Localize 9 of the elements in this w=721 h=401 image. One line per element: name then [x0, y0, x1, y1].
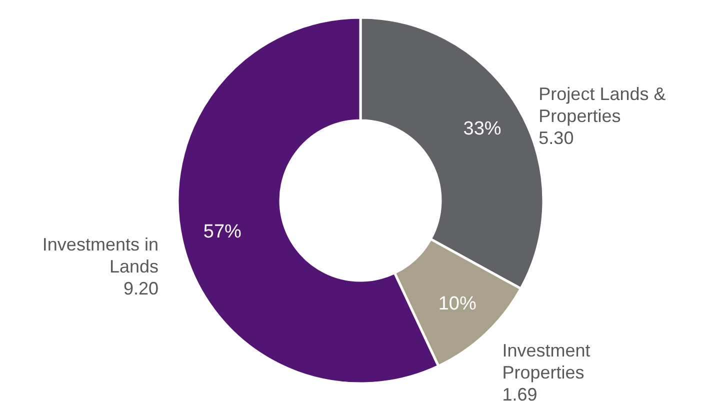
slice-label: Investment Properties — [502, 340, 590, 382]
slice-label: Investments in Lands — [42, 234, 158, 277]
text: 1.69 — [502, 384, 538, 401]
data-label: 33% — [463, 118, 502, 140]
slice-label: Project Lands & Properties — [538, 84, 666, 126]
text: 9.20 — [123, 278, 158, 299]
data-label: 10% — [438, 294, 476, 315]
data-label: 57% — [203, 221, 242, 242]
text: 5.30 — [538, 128, 574, 148]
